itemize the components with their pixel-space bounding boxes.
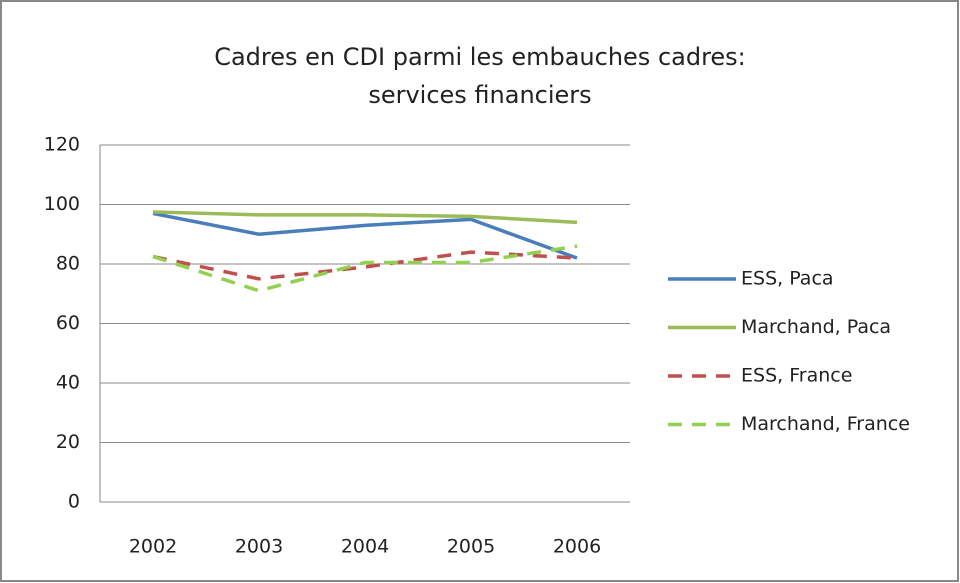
- y-tick-label: 40: [56, 372, 80, 394]
- x-tick-label: 2005: [447, 536, 495, 558]
- legend-label: ESS, Paca: [741, 268, 834, 290]
- x-tick-label: 2004: [341, 536, 389, 558]
- y-tick-label: 20: [56, 431, 80, 453]
- legend-label: Marchand, Paca: [741, 316, 891, 338]
- y-tick-label: 60: [56, 312, 80, 334]
- y-tick-label: 0: [68, 491, 80, 513]
- y-tick-label: 120: [44, 134, 80, 156]
- x-tick-label: 2002: [129, 536, 177, 558]
- legend-label: ESS, France: [741, 365, 852, 387]
- series-line: [152, 244, 578, 293]
- chart-title: Cadres en CDI parmi les embauches cadres…: [214, 43, 746, 71]
- series-line: [152, 211, 578, 260]
- series-line: [152, 210, 578, 225]
- x-tick-label: 2003: [235, 536, 283, 558]
- y-tick-label: 80: [56, 253, 80, 275]
- legend-label: Marchand, France: [741, 413, 910, 435]
- y-tick-label: 100: [44, 193, 80, 215]
- x-tick-label: 2006: [553, 536, 601, 558]
- series-line: [152, 250, 578, 281]
- chart-title: services financiers: [368, 81, 591, 109]
